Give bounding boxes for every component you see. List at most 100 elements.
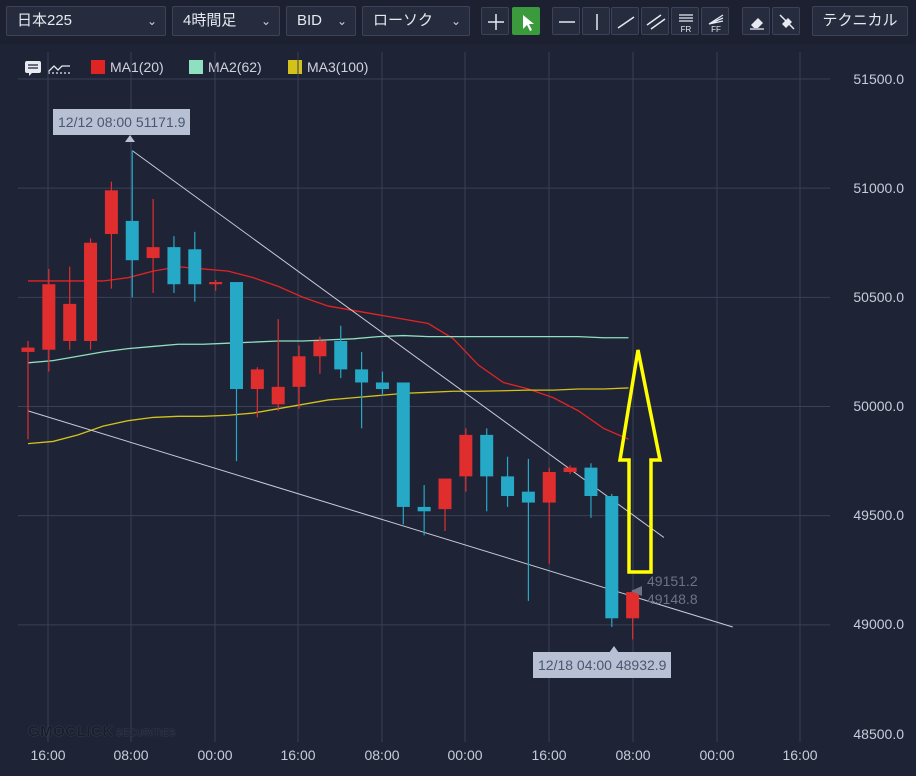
ff-label: FF bbox=[711, 25, 721, 34]
y-tick-label: 50500.0 bbox=[853, 289, 904, 305]
candle-body bbox=[271, 386, 285, 405]
candle-body bbox=[375, 382, 389, 390]
legend-ma2: MA2(62) bbox=[189, 58, 262, 76]
eraser-icon bbox=[750, 18, 764, 30]
symbol-select[interactable]: 日本225 ⌄ bbox=[6, 6, 166, 36]
x-tick-label: 08:00 bbox=[113, 747, 149, 763]
bid-price-label: 49148.8 bbox=[647, 591, 698, 607]
horizontal-line-icon bbox=[559, 21, 575, 23]
toggle-legend-icon[interactable] bbox=[46, 60, 72, 76]
high-callout-pointer bbox=[125, 135, 135, 142]
up-arrow-annotation bbox=[617, 349, 663, 574]
fibonacci-retracement-tool-button[interactable]: FR bbox=[671, 7, 699, 35]
fibonacci-fan-icon: FF bbox=[708, 14, 724, 34]
technical-button[interactable]: テクニカル bbox=[812, 6, 908, 36]
side-select[interactable]: BID ⌄ bbox=[286, 6, 356, 36]
vertical-line-icon bbox=[596, 14, 598, 30]
candle-body bbox=[21, 347, 35, 352]
candle-body bbox=[334, 341, 348, 370]
fibonacci-retracement-icon: FR bbox=[679, 14, 693, 34]
candle-body bbox=[42, 284, 56, 350]
x-tick-label: 16:00 bbox=[280, 747, 316, 763]
ma1-swatch bbox=[91, 60, 105, 74]
y-tick-label: 50000.0 bbox=[853, 398, 904, 414]
vertical-line-tool-button[interactable] bbox=[582, 7, 610, 35]
chevron-down-icon: ⌄ bbox=[336, 14, 347, 28]
trendline bbox=[131, 150, 665, 538]
candle-body bbox=[209, 282, 223, 285]
brand-logo: GMOCLICK SECURITIES bbox=[28, 723, 176, 740]
candle-body bbox=[480, 434, 494, 477]
candle-body bbox=[459, 434, 473, 477]
eraser-tool-button[interactable] bbox=[742, 7, 770, 35]
y-tick-label: 51000.0 bbox=[853, 180, 904, 196]
symbol-label: 日本225 bbox=[17, 12, 73, 29]
ma-line-1 bbox=[28, 266, 629, 440]
horizontal-line-tool-button[interactable] bbox=[552, 7, 580, 35]
x-tick-label: 16:00 bbox=[30, 747, 66, 763]
candle-body bbox=[501, 476, 515, 497]
erase-all-tool-button[interactable] bbox=[772, 7, 800, 35]
x-tick-label: 16:00 bbox=[531, 747, 567, 763]
trendline bbox=[27, 410, 733, 628]
x-tick-label: 08:00 bbox=[364, 747, 400, 763]
y-tick-label: 51500.0 bbox=[853, 71, 904, 87]
x-tick-label: 16:00 bbox=[782, 747, 818, 763]
ask-price-label: 49151.2 bbox=[647, 573, 698, 589]
candle-body bbox=[438, 478, 452, 510]
candle-body bbox=[230, 282, 243, 390]
ma2-swatch bbox=[189, 60, 203, 74]
legend-ma3-label: MA3(100) bbox=[307, 59, 369, 75]
chevron-down-icon: ⌄ bbox=[146, 14, 157, 28]
candle-body bbox=[167, 247, 181, 285]
legend-ma1-label: MA1(20) bbox=[110, 59, 164, 75]
x-tick-label: 08:00 bbox=[615, 747, 651, 763]
ma3-swatch bbox=[288, 60, 302, 74]
candle-body bbox=[521, 491, 535, 503]
ma-line-3 bbox=[27, 387, 629, 445]
candle-body bbox=[188, 249, 202, 285]
chart-type-label: ローソク bbox=[373, 12, 434, 29]
price-marker-icon bbox=[631, 586, 642, 596]
low-price-callout: 12/18 04:00 48932.9 bbox=[533, 652, 672, 678]
chevron-down-icon: ⌄ bbox=[450, 14, 461, 28]
candle-body bbox=[584, 467, 598, 497]
candle-body bbox=[146, 247, 160, 259]
candle-body bbox=[355, 369, 369, 383]
trend-line-icon bbox=[617, 16, 635, 29]
x-tick-label: 00:00 bbox=[197, 747, 233, 763]
candle-body bbox=[605, 496, 619, 619]
y-tick-label: 48500.0 bbox=[853, 726, 904, 742]
candle-body bbox=[84, 242, 98, 341]
parallel-lines-tool-button[interactable] bbox=[641, 7, 669, 35]
high-price-callout: 12/12 08:00 51171.9 bbox=[53, 109, 191, 135]
x-tick-label: 00:00 bbox=[447, 747, 483, 763]
candle-body bbox=[250, 369, 264, 390]
timeframe-label: 4時間足 bbox=[183, 12, 237, 29]
candle-body bbox=[104, 190, 118, 235]
trend-line-tool-button[interactable] bbox=[611, 7, 639, 35]
x-tick-label: 00:00 bbox=[699, 747, 735, 763]
toolbar: 日本225 ⌄ 4時間足 ⌄ BID ⌄ ローソク ⌄ FR FF bbox=[0, 0, 916, 44]
cursor-tool-button[interactable] bbox=[512, 7, 540, 35]
ma-line-2 bbox=[27, 334, 629, 364]
candle-body bbox=[292, 356, 306, 387]
candle-body bbox=[313, 341, 327, 357]
candle-body bbox=[626, 592, 640, 619]
timeframe-select[interactable]: 4時間足 ⌄ bbox=[172, 6, 280, 36]
candle-body bbox=[542, 472, 556, 503]
y-tick-label: 49500.0 bbox=[853, 507, 904, 523]
chart-type-select[interactable]: ローソク ⌄ bbox=[362, 6, 470, 36]
brand-sub: SECURITIES bbox=[115, 728, 176, 739]
legend-ma3: MA3(100) bbox=[288, 58, 368, 76]
comment-icon[interactable] bbox=[24, 60, 44, 76]
erase-all-icon bbox=[779, 14, 795, 30]
candle-body bbox=[563, 467, 577, 472]
candle-body bbox=[396, 382, 410, 507]
fr-label: FR bbox=[681, 25, 692, 34]
parallel-lines-icon bbox=[646, 14, 666, 30]
candle-body bbox=[125, 220, 139, 261]
crosshair-tool-button[interactable] bbox=[481, 7, 509, 35]
fibonacci-fan-tool-button[interactable]: FF bbox=[701, 7, 729, 35]
side-label: BID bbox=[297, 12, 323, 29]
